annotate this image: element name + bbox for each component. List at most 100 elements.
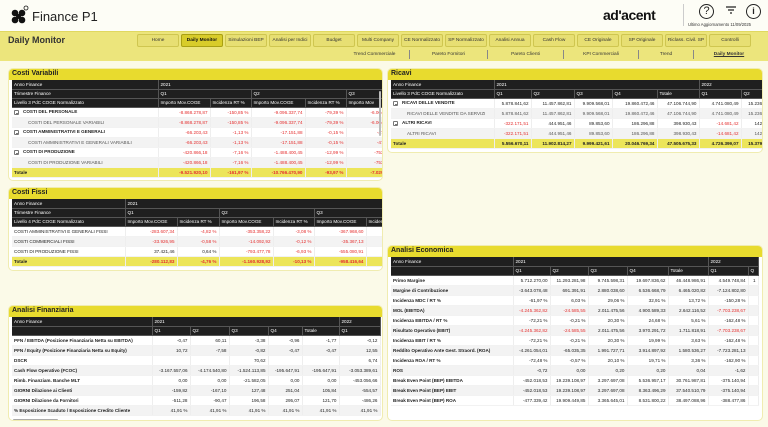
column-header[interactable]: Q1 (125, 208, 220, 218)
nav-button-analisi-per-indici[interactable]: Analisi per Indici (269, 34, 311, 47)
collapse-icon[interactable] (14, 109, 19, 115)
subnav-item-trend[interactable]: Trend (639, 50, 694, 59)
collapse-icon[interactable] (393, 120, 398, 126)
collapse-icon[interactable] (14, 149, 19, 155)
column-header[interactable]: Livello 3 PdC COGE Normalizzato (12, 98, 159, 108)
nav-button-sp-originale[interactable]: SP Originale (621, 34, 663, 47)
info-icon[interactable]: i (746, 4, 761, 19)
column-header[interactable] (391, 266, 514, 276)
table-row[interactable]: COSTI DI PRODUZIONE -420.866,18 -7,16 % -1.… (12, 147, 382, 158)
column-header[interactable]: Q3 (574, 89, 613, 99)
table-row[interactable]: COSTI AMMINISTRATIVI E GENERALI -66.203,4… (12, 127, 382, 138)
column-header[interactable]: 2022 (708, 257, 759, 267)
column-header[interactable]: Q1 (513, 266, 551, 276)
column-header[interactable]: Incidenza RT % (273, 217, 315, 227)
table-row[interactable]: ALTRI RICAVI -322.171,51 444.951,46 89.853,… (391, 118, 762, 129)
column-header[interactable]: Anno Finance (12, 317, 153, 327)
nav-button-sp-normalizzato[interactable]: SP Normalizzato (445, 34, 487, 47)
collapse-icon[interactable] (14, 129, 19, 135)
column-header[interactable]: 2021 (158, 80, 382, 90)
subnav-item-daily-monitor[interactable]: Daily Monitor (713, 52, 745, 57)
column-header[interactable]: Anno Finance (12, 199, 126, 209)
column-header[interactable]: Anno Finance (391, 257, 514, 267)
column-header[interactable]: Importo Mov (346, 98, 382, 108)
column-header[interactable]: Q4 (612, 89, 658, 99)
column-header[interactable]: Q1 (708, 266, 749, 276)
column-header[interactable]: Q (748, 266, 759, 276)
table-row[interactable]: COSTI DEL PERSONALE -8.868.278,87 -150,85 … (12, 107, 382, 118)
column-header[interactable]: Q1 (152, 326, 191, 336)
subnav-item-trend-commerciale[interactable]: Trend Commerciale (340, 50, 410, 59)
nav-button-analisi-annua[interactable]: Analisi Annua (489, 34, 531, 47)
column-header[interactable]: Q1 (339, 326, 381, 336)
column-header[interactable]: Q2 (550, 266, 589, 276)
column-header[interactable]: Trimestre Finance (12, 208, 126, 218)
column-header[interactable]: Q2 (219, 208, 315, 218)
column-header[interactable]: 2021 (125, 199, 382, 209)
subnav-item-pareto-clienti[interactable]: Pareto Clienti (488, 50, 564, 59)
column-header[interactable]: Q3 (229, 326, 269, 336)
cell-value: -9.521.920,10 (179, 169, 208, 175)
table-cell: -6.064 (346, 107, 382, 118)
subnav-item-kpi-commerciali[interactable]: KPI Commerciali (564, 50, 639, 59)
help-icon[interactable]: ? (699, 4, 714, 19)
column-header[interactable]: 2021 (494, 80, 700, 90)
nav-button-ce-normalizzato[interactable]: CE Normalizzato (401, 34, 443, 47)
nav-button-controlli[interactable]: Controlli (709, 34, 751, 47)
column-header[interactable]: Q2 (741, 89, 762, 99)
column-header[interactable]: Importo Mov.COGE (125, 217, 178, 227)
column-header[interactable]: Livello 4 PdC COGE Normalizzato (12, 217, 126, 227)
nav-button-daily-monitor[interactable]: Daily Monitor (181, 34, 223, 47)
horizontal-scrollbar[interactable] (13, 181, 63, 182)
subnav-item-pareto-fornitori[interactable]: Pareto Fornitori (410, 50, 488, 59)
table-row: % Esposizione Scaduto / Esposizione Cred… (12, 405, 381, 416)
column-header[interactable]: Totale (302, 326, 340, 336)
column-header[interactable]: Anno Finance (391, 80, 495, 90)
table-row[interactable]: RICAVI DELLE VENDITE 5.878.841,62 11.457.8… (391, 98, 762, 109)
nav-button-riclass-civil-sp[interactable]: Riclass. Civil. SP (665, 34, 707, 47)
column-header[interactable]: Livello 3 PdC COGE Normalizzato (391, 89, 495, 99)
column-header[interactable]: Q2 (251, 89, 347, 99)
column-header[interactable]: Q4 (268, 326, 303, 336)
column-header[interactable]: Q3 (588, 266, 628, 276)
column-header[interactable]: Inciden (366, 217, 382, 227)
column-header[interactable]: 2021 (152, 317, 340, 327)
column-header[interactable]: Importo Mov.COGE (219, 217, 274, 227)
filter-icon[interactable] (723, 4, 738, 19)
column-header[interactable]: Incidenza RT % (177, 217, 220, 227)
column-header[interactable]: Importo Mov.COGE (158, 98, 211, 108)
nav-button-home[interactable]: Home (137, 34, 179, 47)
column-header[interactable]: Q1 (158, 89, 252, 99)
panel-title: Costi Fissi (9, 188, 382, 199)
nav-button-ce-originale[interactable]: CE Originale (577, 34, 619, 47)
collapse-icon[interactable] (393, 100, 398, 106)
column-header[interactable]: Importo Mov.COGE (314, 217, 367, 227)
column-header[interactable]: Importo Mov.COGE (251, 98, 306, 108)
column-header[interactable]: Q2 (190, 326, 230, 336)
column-header[interactable]: Incidenza RT % (305, 98, 347, 108)
column-header[interactable]: 2021 (513, 257, 709, 267)
main-nav: Home Daily Monitor Simulazioni BEP Analisi … (137, 34, 751, 47)
table-cell: -66.203,43 (158, 127, 211, 138)
nav-button-cash-flow[interactable]: Cash Flow (533, 34, 575, 47)
column-header[interactable]: 2022 (699, 80, 762, 90)
column-header[interactable]: Q1 (494, 89, 532, 99)
column-header[interactable]: Q4 (627, 266, 669, 276)
column-header[interactable]: Q3 (346, 89, 382, 99)
nav-button-simulazioni-bep[interactable]: Simulazioni BEP (225, 34, 267, 47)
column-header[interactable]: Q2 (531, 89, 575, 99)
column-header[interactable]: 2022 (339, 317, 381, 327)
nav-button-budget[interactable]: Budget (313, 34, 355, 47)
vertical-scrollbar[interactable] (379, 91, 381, 136)
column-header[interactable]: Incidenza RT % (210, 98, 252, 108)
column-header[interactable]: Trimestre Finance (12, 89, 159, 99)
horizontal-scrollbar[interactable] (13, 418, 58, 420)
column-header[interactable]: Q1 (699, 89, 742, 99)
table-cell: -8.868.278,87 (158, 107, 211, 118)
column-header[interactable]: Q3 (314, 208, 382, 218)
column-header[interactable]: Anno Finance (12, 80, 159, 90)
column-header[interactable]: Totale (668, 266, 709, 276)
nav-button-multi-company[interactable]: Multi Company (357, 34, 399, 47)
column-header[interactable] (12, 326, 153, 336)
column-header[interactable]: Totale (657, 89, 700, 99)
